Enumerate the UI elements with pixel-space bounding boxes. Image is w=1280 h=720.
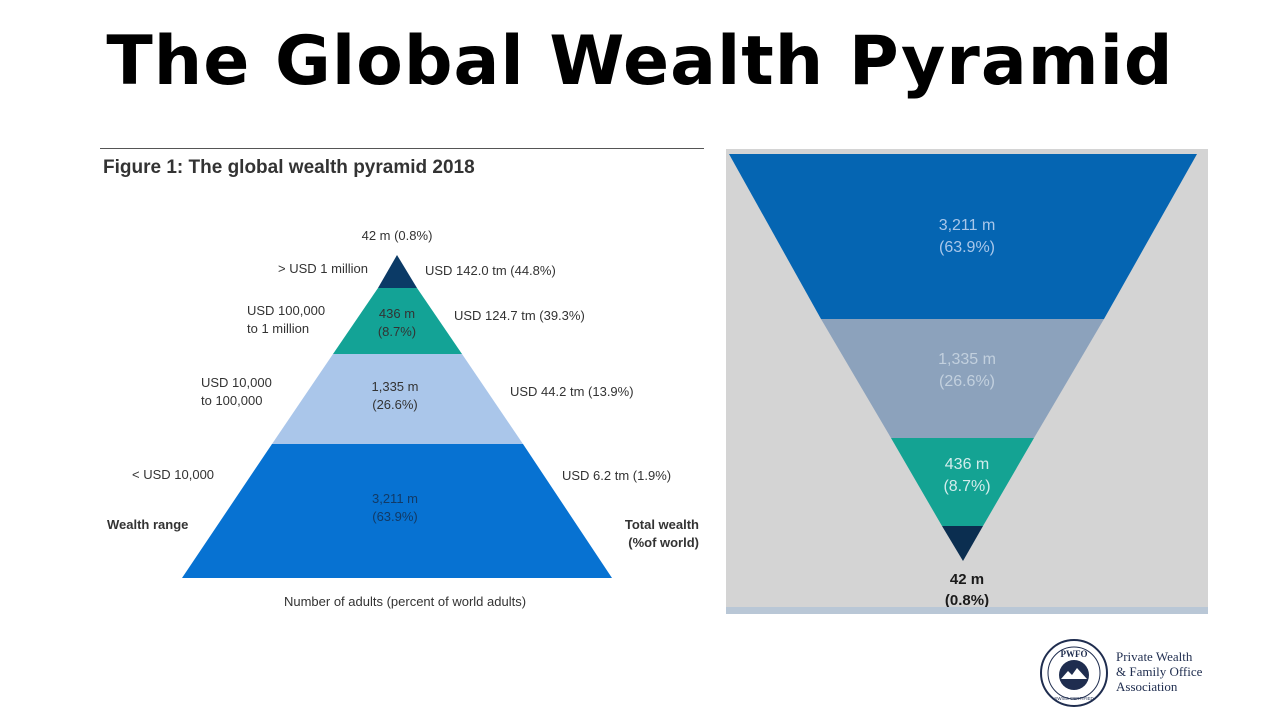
inverted-tier-2-pct: (26.6%) <box>938 373 996 390</box>
figure-heading: Figure 1: The global wealth pyramid 2018 <box>103 157 475 178</box>
adults-axis-label: Number of adults (percent of world adult… <box>283 594 527 609</box>
range-label-1: > USD 1 million <box>278 261 368 276</box>
wealth-label-3: USD 44.2 tm (13.9%) <box>510 384 634 399</box>
inverted-tier-3-adults: 436 m <box>944 456 990 473</box>
pwfo-logo: PWFO SWISS CERTIFIED Private Wealth & Fa… <box>1039 638 1259 708</box>
wealth-label-4: USD 6.2 tm (1.9%) <box>562 468 672 483</box>
left-figure: Figure 1: The global wealth pyramid 2018… <box>100 148 704 618</box>
inverted-pyramid <box>729 154 1197 561</box>
inverted-tier-1 <box>729 154 1197 319</box>
inverted-tier-4-label: 42 m (0.8%) <box>917 569 1017 611</box>
adults-label-4: 3,211 m (63.9%) <box>371 491 418 524</box>
inverted-tier-4-pct: (0.8%) <box>944 592 990 609</box>
pwfo-org-name: Private Wealth & Family Office Associati… <box>1116 649 1202 694</box>
inverted-tier-4 <box>942 526 983 561</box>
wealth-label-2: USD 124.7 tm (39.3%) <box>454 308 585 323</box>
pyramid-tier-under-10k <box>182 444 612 578</box>
inverted-tier-4-adults: 42 m <box>949 571 985 588</box>
range-label-2: USD 100,000 to 1 million <box>247 303 326 336</box>
adults-label-2: 436 m (8.7%) <box>377 306 417 339</box>
wealth-pyramid <box>182 255 612 578</box>
org-name-line-1: Private Wealth <box>1116 649 1193 664</box>
figure-top-rule <box>100 148 704 149</box>
inverted-tier-1-label: 3,211 m (63.9%) <box>917 215 1017 259</box>
org-name-line-2: & Family Office <box>1116 664 1203 679</box>
adults-label-3: 1,335 m (26.6%) <box>371 379 419 412</box>
pyramid-tier-100k-1m <box>333 288 462 354</box>
inverted-tier-3-pct: (8.7%) <box>943 478 991 495</box>
panel-bottom-strip <box>726 607 1208 614</box>
inverted-tier-3-label: 436 m (8.7%) <box>917 454 1017 498</box>
range-label-4: < USD 10,000 <box>132 467 215 482</box>
inverted-tier-2-label: 1,335 m (26.6%) <box>917 349 1017 393</box>
inverted-tier-2 <box>821 319 1104 438</box>
inverted-tier-2-adults: 1,335 m <box>938 351 996 368</box>
pyramid-tier-10k-100k <box>272 354 523 444</box>
wealth-range-axis-label: Wealth range <box>107 517 189 532</box>
wealth-label-1: USD 142.0 tm (44.8%) <box>425 263 556 278</box>
inverted-pyramid-panel: 3,211 m (63.9%) 1,335 m (26.6%) 436 m (8… <box>726 149 1208 614</box>
pwfo-seal-icon: PWFO SWISS CERTIFIED <box>1040 639 1108 707</box>
svg-text:PWFO: PWFO <box>1061 649 1088 659</box>
org-name-line-3: Association <box>1116 679 1178 694</box>
pyramid-tier-millionaires <box>378 255 417 288</box>
total-wealth-axis-label: Total wealth (%of world) <box>624 517 699 550</box>
inverted-tier-1-pct: (63.9%) <box>938 239 996 256</box>
top-tier-adults-label: 42 m (0.8%) <box>361 228 433 243</box>
page-title: The Global Wealth Pyramid <box>106 22 1174 101</box>
svg-text:SWISS CERTIFIED: SWISS CERTIFIED <box>1054 696 1094 701</box>
inverted-tier-1-adults: 3,211 m <box>938 217 996 234</box>
range-label-3: USD 10,000 to 100,000 <box>201 375 272 408</box>
inverted-tier-3 <box>891 438 1034 526</box>
